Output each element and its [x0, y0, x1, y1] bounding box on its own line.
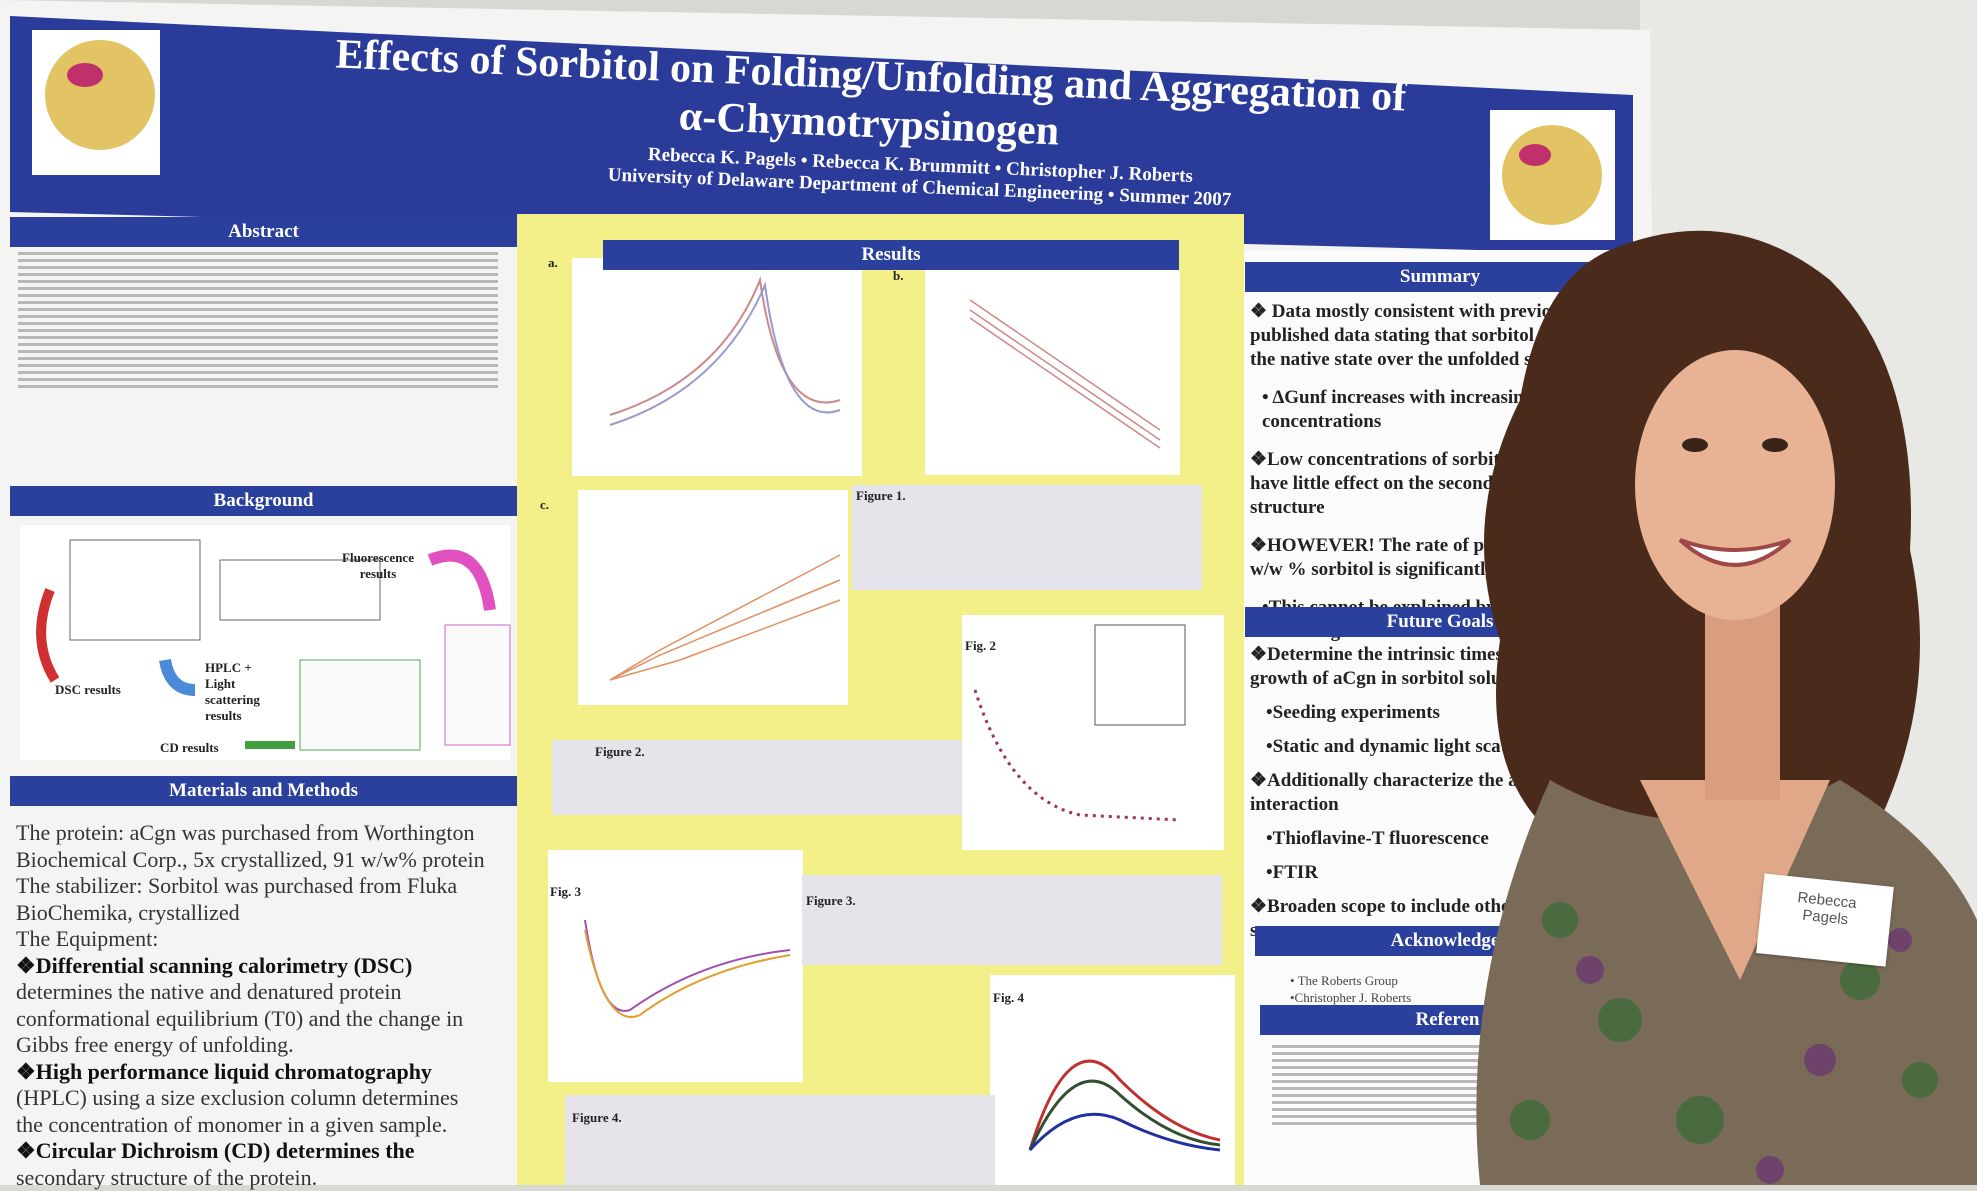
methods-line: the concentration of monomer in a given … — [16, 1112, 485, 1139]
panel-label: c. — [540, 497, 549, 513]
methods-line: ❖Circular Dichroism (CD) determines the — [16, 1138, 485, 1165]
panel-label: a. — [548, 255, 558, 271]
figure-2 — [962, 615, 1224, 850]
panel-label: Fig. 2 — [965, 638, 996, 654]
methods-line: secondary structure of the protein. — [16, 1165, 485, 1191]
face — [1635, 350, 1835, 620]
caption: Figure 2. — [595, 744, 645, 760]
caption: Figure 3. — [806, 893, 856, 909]
section-heading: Background — [10, 486, 517, 516]
methods-line: The stabilizer: Sorbitol was purchased f… — [16, 873, 485, 900]
figure-caption-box — [802, 875, 1222, 965]
acknowledgement-list: • The Roberts Group •Christopher J. Robe… — [1290, 972, 1411, 1006]
methods-line: Biochemical Corp., 5x crystallized, 91 w… — [16, 847, 485, 874]
diagram-label: HPLC + Light scattering results — [205, 660, 285, 724]
diagram-box — [300, 660, 420, 750]
section-heading: Results — [603, 240, 1179, 270]
methods-line: The protein: aCgn was purchased from Wor… — [16, 820, 485, 847]
diagram-box — [445, 625, 510, 745]
protein-helix — [67, 63, 103, 87]
abstract-text — [18, 252, 498, 392]
neck — [1705, 600, 1780, 800]
panel-label: b. — [893, 268, 903, 284]
methods-line: (HPLC) using a size exclusion column det… — [16, 1085, 485, 1112]
eye — [1762, 438, 1788, 452]
panel-label: Fig. 3 — [550, 884, 581, 900]
diagram-label: DSC results — [55, 682, 121, 698]
caption: Figure 1. — [856, 488, 906, 504]
panel-label: Fig. 4 — [993, 990, 1024, 1006]
figure-caption-box — [565, 1095, 995, 1185]
figure-1a — [572, 258, 862, 476]
section-heading: Abstract — [10, 217, 517, 247]
figure-4 — [990, 975, 1235, 1185]
methods-line: Gibbs free energy of unfolding. — [16, 1032, 485, 1059]
methods-text: The protein: aCgn was purchased from Wor… — [16, 820, 485, 1191]
diagram-label: Fluorescence results — [338, 550, 418, 582]
figure-3 — [548, 850, 803, 1082]
methods-line: The Equipment: — [16, 926, 485, 953]
methods-line: ❖Differential scanning calorimetry (DSC) — [16, 953, 485, 980]
methods-line: determines the native and denatured prot… — [16, 979, 485, 1006]
section-heading: Materials and Methods — [10, 776, 517, 806]
ack-item: •Christopher J. Roberts — [1290, 989, 1411, 1006]
figure-1b — [925, 270, 1180, 475]
methods-line: ❖High performance liquid chromatography — [16, 1059, 485, 1086]
methods-line: BioChemika, crystallized — [16, 900, 485, 927]
name-badge: Rebecca Pagels — [1756, 873, 1894, 966]
caption: Figure 4. — [572, 1110, 622, 1126]
methods-line: conformational equilibrium (T0) and the … — [16, 1006, 485, 1033]
protein-ribbon — [1502, 125, 1602, 225]
ack-item: • The Roberts Group — [1290, 972, 1411, 989]
protein-helix — [1519, 144, 1551, 166]
eye — [1682, 438, 1708, 452]
protein-ribbon — [45, 40, 155, 150]
person — [1440, 220, 1977, 1185]
figure-1c — [578, 490, 848, 705]
diagram-label: CD results — [160, 740, 219, 756]
